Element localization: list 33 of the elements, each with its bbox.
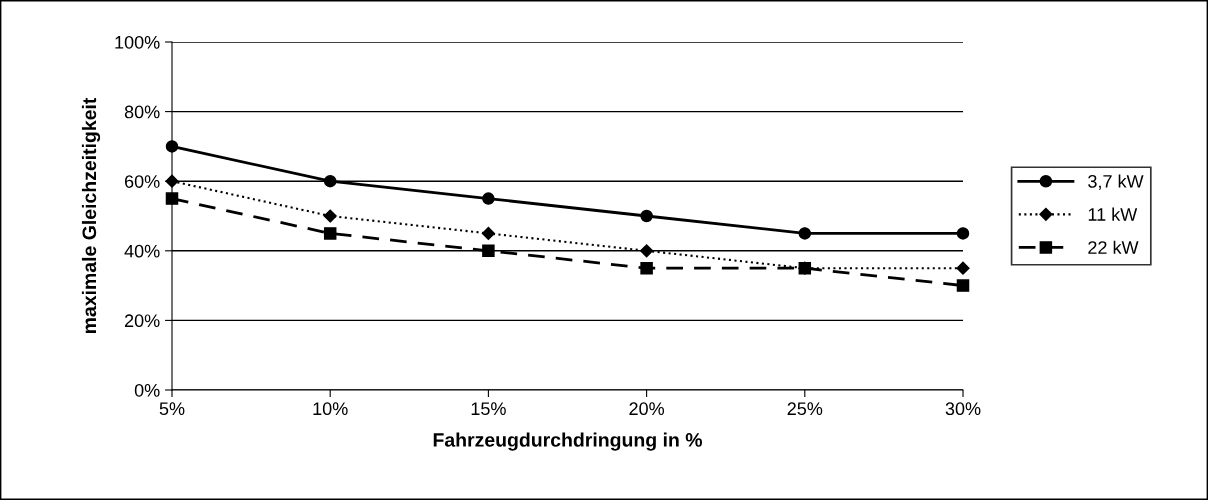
- x-tick-label: 30%: [945, 402, 981, 416]
- point: [640, 209, 653, 223]
- x-tick-label: 25%: [787, 402, 823, 416]
- x-tick-label: 5%: [159, 402, 185, 416]
- point: [956, 227, 970, 240]
- y-tick-label: 100%: [115, 35, 160, 49]
- point: [323, 209, 337, 223]
- legend-label: 3,7 kW: [1088, 174, 1144, 190]
- point: [165, 192, 179, 205]
- y-tick-label: 80%: [124, 105, 160, 119]
- point: [956, 279, 970, 292]
- point: [798, 227, 812, 240]
- point: [165, 174, 179, 188]
- point: [482, 244, 495, 258]
- legend-label: 22 kW: [1088, 240, 1139, 254]
- x-axis-title: Fahrzeugdurchdringung in %: [433, 432, 703, 451]
- x-tick-label: 20%: [629, 402, 665, 416]
- y-tick-label: 20%: [124, 314, 160, 328]
- point: [481, 226, 495, 240]
- legend-label: 11 kW: [1088, 207, 1138, 221]
- point: [956, 261, 970, 275]
- x-tick-label: 10%: [313, 402, 348, 416]
- point: [640, 261, 653, 275]
- point: [323, 174, 337, 188]
- y-tick-label: 60%: [124, 175, 160, 188]
- y-tick-label: 40%: [124, 244, 160, 258]
- y-axis-title: maximale Gleichzeitigkeit: [81, 97, 101, 334]
- point: [323, 227, 337, 240]
- point: [640, 244, 654, 258]
- point: [165, 140, 179, 153]
- y-tick-label: 0%: [134, 383, 160, 397]
- x-tick-label: 15%: [471, 402, 506, 416]
- point: [482, 192, 495, 205]
